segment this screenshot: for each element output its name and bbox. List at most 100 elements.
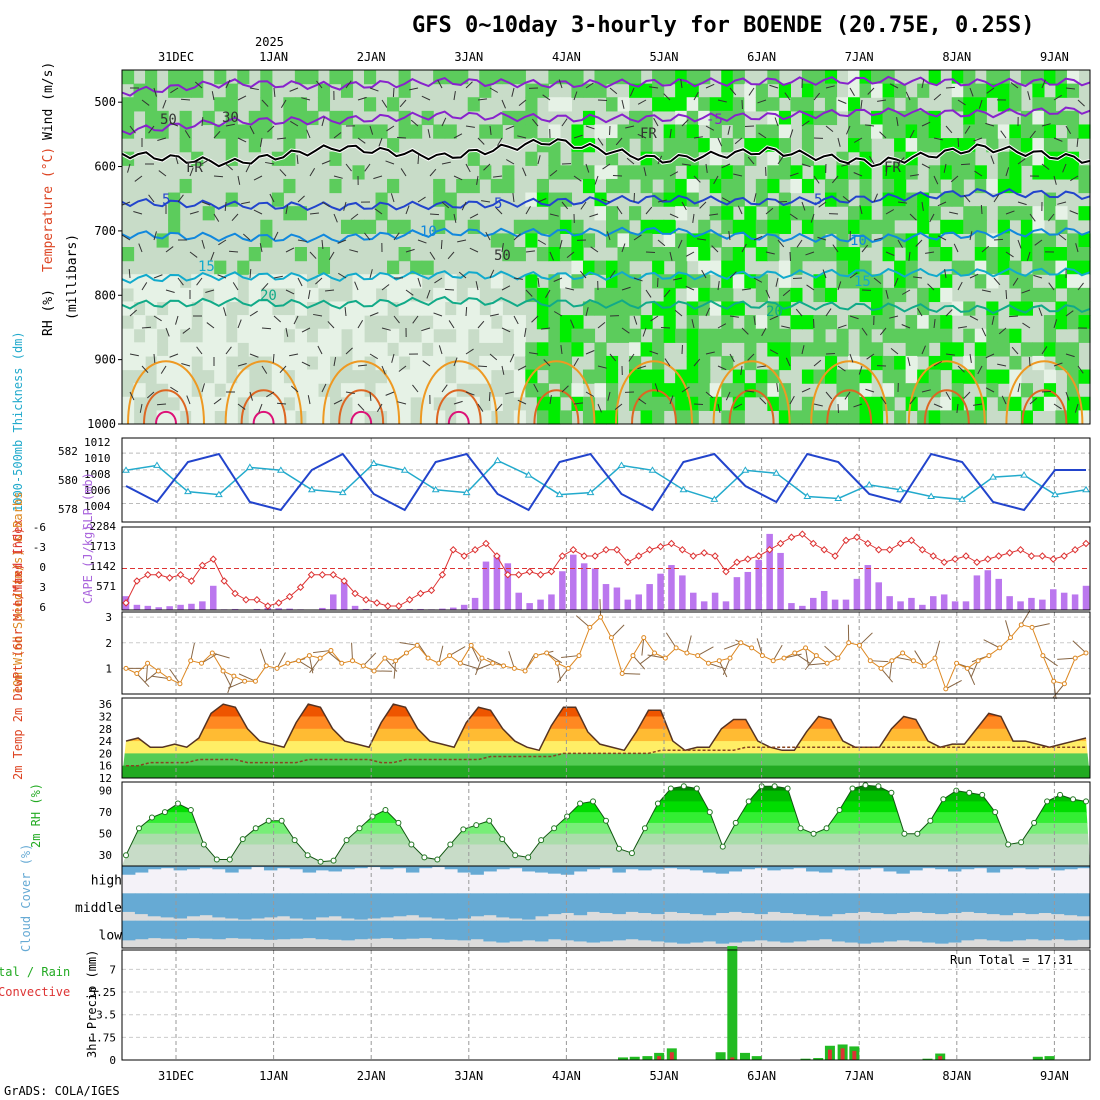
- cloud-cell-low: [560, 920, 575, 941]
- rh-cell: [882, 315, 895, 330]
- rh-bands: [122, 785, 1090, 866]
- cloud-cell-high: [986, 866, 1001, 873]
- contour-label: 50: [160, 112, 177, 128]
- wind-barb: [711, 245, 719, 253]
- rh-cell: [248, 342, 261, 357]
- wind-barb: [177, 277, 184, 286]
- slp-label: SLP (mb): [81, 472, 95, 530]
- precip-convective-bar: [730, 1057, 735, 1060]
- bottom-day-label: 31DEC: [158, 1069, 194, 1083]
- rh-point: [564, 813, 571, 820]
- wind-barb: [570, 319, 575, 329]
- wind-barb: [350, 213, 359, 220]
- rh-cell: [859, 274, 872, 289]
- lifted-index-point: [296, 583, 305, 591]
- wind-speed-point: [867, 658, 873, 664]
- wind-barb: [269, 193, 275, 203]
- wind-barb: [175, 315, 179, 325]
- wind-barb: [921, 389, 931, 393]
- rh-cell: [928, 369, 941, 384]
- wind-barb: [733, 173, 743, 177]
- wind-barb: [495, 403, 503, 412]
- rh-cell: [675, 83, 688, 98]
- wind-barb: [565, 287, 575, 291]
- wind-barb: [289, 87, 299, 92]
- wind-barb: [729, 271, 737, 279]
- wind-barb: [626, 157, 635, 165]
- rh-cell: [836, 396, 849, 411]
- lifted-index-point: [209, 555, 217, 563]
- rh-cell: [214, 287, 227, 303]
- lifted-index-point: [885, 546, 894, 554]
- wind-barb: [249, 353, 259, 358]
- rh-cell: [917, 369, 930, 384]
- wind-tick-label: 1: [105, 662, 112, 675]
- rh-cell: [917, 383, 930, 398]
- wind-barb: [692, 213, 695, 223]
- cape-bar: [1017, 601, 1024, 610]
- wind-barb: [531, 118, 539, 127]
- cape-bar: [984, 570, 992, 610]
- wind-barb: [196, 346, 203, 355]
- rh-cell: [317, 260, 331, 275]
- cloud-cell-middle: [844, 893, 859, 914]
- wind-barb: [170, 386, 179, 393]
- rh-cell: [801, 178, 815, 194]
- rh-cell: [997, 206, 1010, 221]
- wind-barb: [693, 91, 699, 101]
- rh-cell: [260, 124, 273, 139]
- wind-barb: [621, 327, 630, 334]
- wind-speed-point: [565, 665, 571, 671]
- rh-cell: [1078, 410, 1091, 425]
- rh-cell: [317, 355, 331, 371]
- wind-barb: [741, 288, 751, 291]
- rh-cell: [364, 342, 377, 357]
- rh-cell: [479, 70, 492, 85]
- rh-cell: [606, 383, 619, 398]
- lifted-index-point: [853, 533, 861, 541]
- wind-barb: [822, 269, 827, 279]
- rh-cell: [1066, 165, 1080, 180]
- wind-barb: [890, 347, 899, 355]
- rh-cell: [490, 355, 503, 371]
- rh-cell: [133, 383, 146, 398]
- wind-barb: [609, 353, 617, 362]
- rh-cell: [1055, 274, 1068, 289]
- wind-barb: [153, 274, 163, 279]
- rh-cell: [1078, 206, 1091, 221]
- cloud-cell-high: [212, 866, 226, 870]
- wind-barb: [632, 655, 646, 670]
- rh-cell: [248, 274, 261, 289]
- rh-cell: [306, 383, 319, 398]
- wind-barb: [213, 130, 221, 139]
- rh-cell: [364, 70, 377, 85]
- wind-barb: [993, 194, 1000, 203]
- cloud-cell-middle: [780, 893, 794, 914]
- precip-convective-bar: [827, 1049, 832, 1060]
- cloud-cell-middle: [676, 893, 691, 914]
- rh-point: [823, 825, 830, 832]
- wind-speed-point: [813, 653, 819, 659]
- rh-cell: [894, 124, 907, 139]
- precip-total-bar: [618, 1057, 629, 1060]
- thickness-point: [896, 485, 905, 493]
- rh-cell: [571, 383, 584, 398]
- wind-barb: [232, 282, 239, 291]
- cloud-cell-middle: [405, 893, 420, 916]
- wind-speed-point: [1040, 653, 1046, 659]
- rh-cell: [594, 355, 607, 371]
- rh-cell: [951, 219, 964, 234]
- rh-cell: [974, 206, 987, 221]
- cape-bar: [133, 604, 141, 610]
- wind-barb: [921, 121, 931, 127]
- cloud-cell-low: [599, 920, 613, 942]
- wind-barb: [980, 204, 983, 215]
- rh-cell: [767, 219, 780, 234]
- wind-barb: [333, 357, 337, 367]
- wind-barb: [991, 315, 995, 325]
- rh-cell: [1055, 342, 1068, 357]
- cape-bar: [537, 599, 544, 610]
- top-day-label: 3JAN: [454, 50, 483, 64]
- rh-point: [525, 854, 532, 861]
- wind-barb: [1017, 239, 1022, 249]
